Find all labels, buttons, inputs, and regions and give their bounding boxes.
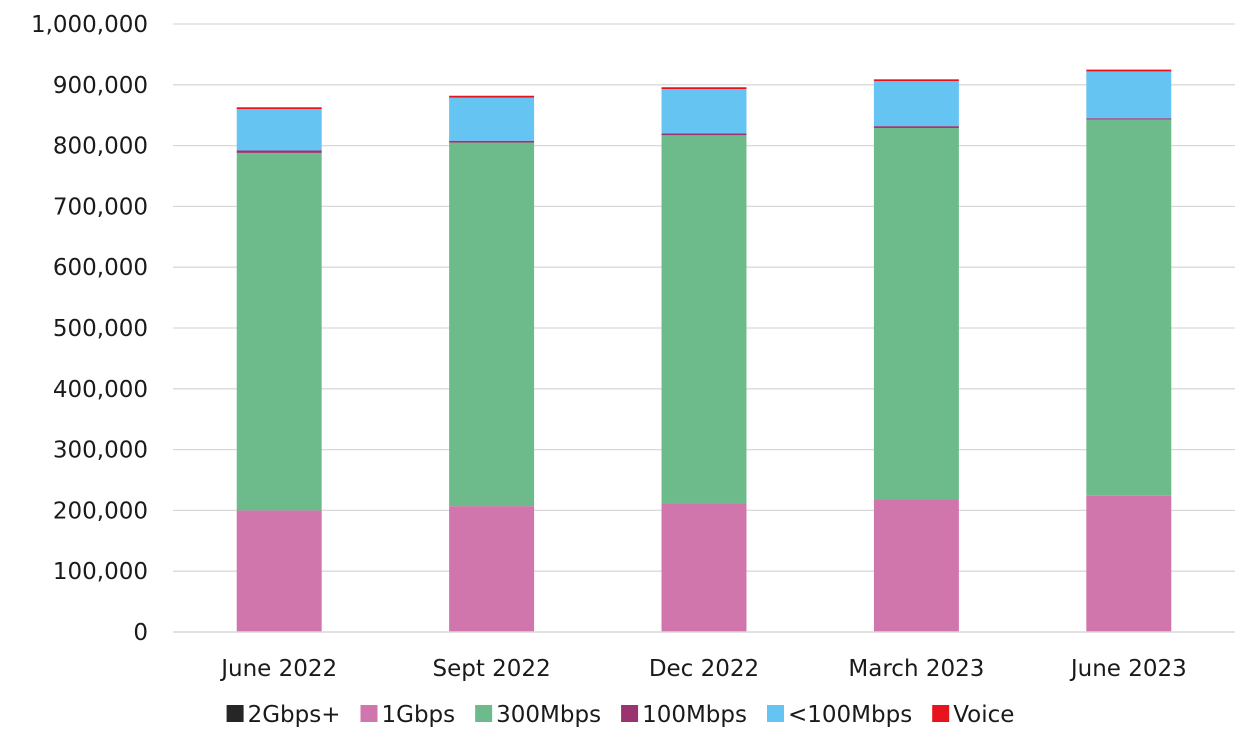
bars: [236, 69, 1172, 632]
y-tick-label: 800,000: [53, 134, 148, 160]
legend-swatch: [932, 705, 950, 722]
legend-item: 1Gbps: [360, 702, 456, 728]
bar-segment-1gbps: [661, 503, 747, 632]
bar-segment-300mbps: [873, 127, 959, 500]
legend-item: <100Mbps: [766, 702, 912, 728]
bar-segment-1gbps: [236, 510, 322, 632]
bar-segment-100mbps: [1086, 71, 1172, 119]
legend-swatch: [766, 705, 784, 722]
y-tick-label: 600,000: [53, 255, 148, 281]
bar-segment-100mbps: [236, 109, 322, 151]
legend-label: 2Gbps+: [248, 702, 341, 728]
legend-label: 1Gbps: [382, 702, 456, 728]
bar-segment-voice: [873, 79, 959, 82]
bar-segment-1gbps: [1086, 495, 1172, 632]
legend: 2Gbps+ 1Gbps 300Mbps 100Mbps <100Mbps Voice: [226, 702, 1014, 728]
bar-segment-300mbps: [661, 135, 747, 504]
y-tick-label: 500,000: [53, 316, 148, 342]
bar-segment-voice: [449, 95, 535, 98]
legend-swatch: [360, 705, 378, 722]
legend-swatch: [621, 705, 639, 722]
bar-segment-100mbps: [661, 89, 747, 134]
bar-segment-100mbps: [236, 150, 322, 153]
legend-label: 100Mbps: [642, 702, 747, 728]
x-tick-label: June 2023: [1069, 656, 1187, 682]
legend-item: 100Mbps: [621, 702, 747, 728]
y-tick-label: 100,000: [53, 559, 148, 585]
y-tick-label: 900,000: [53, 73, 148, 99]
bar-segment-1gbps: [449, 506, 535, 632]
bar-segment-100mbps: [449, 97, 535, 141]
legend-label: <100Mbps: [788, 702, 912, 728]
bar-segment-1gbps: [873, 499, 959, 632]
y-tick-label: 700,000: [53, 194, 148, 220]
bar-segment-voice: [236, 107, 322, 110]
x-tick-label: June 2022: [219, 656, 337, 682]
x-tick-label: March 2023: [848, 656, 984, 682]
y-tick-label: 400,000: [53, 377, 148, 403]
x-axis-ticks: June 2022 Sept 2022 Dec 2022 March 2023 June…: [219, 656, 1187, 682]
legend-item: Voice: [932, 702, 1014, 728]
legend-item: 2Gbps+: [226, 702, 341, 728]
bar-segment-voice: [661, 87, 747, 90]
bar-segment-300mbps: [1086, 119, 1172, 496]
bar-segment-100mbps: [873, 81, 959, 127]
bar-segment-voice: [1086, 69, 1172, 72]
bar-segment-100mbps: [873, 126, 959, 128]
x-tick-label: Dec 2022: [649, 656, 759, 682]
legend-swatch: [475, 705, 493, 722]
bar-segment-300mbps: [449, 142, 535, 507]
bar-segment-100mbps: [1086, 118, 1172, 120]
y-tick-label: 1,000,000: [31, 12, 148, 38]
y-tick-label: 300,000: [53, 438, 148, 464]
legend-label: Voice: [953, 702, 1014, 728]
legend-item: 300Mbps: [475, 702, 601, 728]
y-axis-ticks: 0 100,000 200,000 300,000 400,000 500,000 600,…: [31, 12, 148, 646]
bar-segment-100mbps: [661, 133, 747, 136]
y-tick-label: 0: [133, 620, 148, 646]
bar-segment-300mbps: [236, 152, 322, 511]
legend-swatch: [226, 705, 244, 722]
legend-label: 300Mbps: [496, 702, 601, 728]
x-tick-label: Sept 2022: [432, 656, 550, 682]
bar-segment-100mbps: [449, 140, 535, 143]
y-tick-label: 200,000: [53, 498, 148, 524]
